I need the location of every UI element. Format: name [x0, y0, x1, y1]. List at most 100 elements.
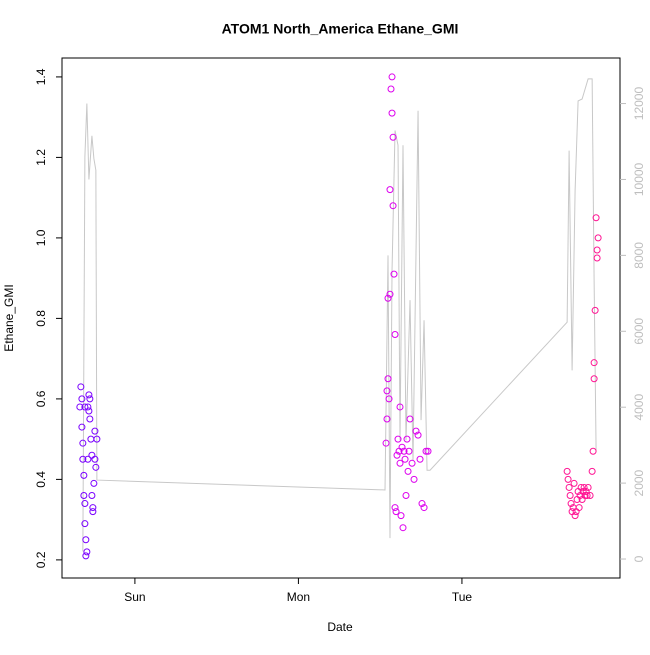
point: [402, 491, 410, 499]
point: [565, 483, 573, 491]
point: [589, 447, 597, 455]
point: [86, 415, 94, 423]
y2-tick-label: 4000: [632, 394, 646, 421]
y-tick-label: 0.8: [34, 310, 48, 327]
point: [91, 455, 99, 463]
point: [570, 479, 578, 487]
point: [90, 479, 98, 487]
y-tick-label: 1.4: [34, 68, 48, 85]
point: [79, 455, 87, 463]
point: [397, 512, 405, 520]
y-tick-label: 1.0: [34, 229, 48, 246]
point: [81, 520, 89, 528]
point: [81, 500, 89, 508]
point: [401, 455, 409, 463]
point: [586, 491, 594, 499]
point: [392, 508, 400, 516]
point: [418, 500, 426, 508]
y-tick-label: 0.6: [34, 390, 48, 407]
point: [82, 536, 90, 544]
y2-tick-label: 8000: [632, 242, 646, 269]
point: [93, 435, 101, 443]
point: [408, 459, 416, 467]
point: [82, 552, 90, 560]
point: [422, 447, 430, 455]
y2-tick-label: 12000: [632, 87, 646, 121]
point: [581, 491, 589, 499]
point: [79, 439, 87, 447]
point: [78, 395, 86, 403]
altitude-line: [82, 78, 597, 552]
point: [398, 443, 406, 451]
y-axis-label: Ethane_GMI: [2, 284, 16, 351]
point: [388, 109, 396, 117]
point: [389, 133, 397, 141]
point: [80, 471, 88, 479]
point: [91, 427, 99, 435]
point: [396, 403, 404, 411]
point: [78, 423, 86, 431]
point: [76, 403, 84, 411]
x-tick-label: Mon: [287, 590, 310, 604]
point: [80, 491, 88, 499]
point: [399, 524, 407, 532]
point: [393, 451, 401, 459]
point: [394, 435, 402, 443]
point: [582, 487, 590, 495]
point: [389, 202, 397, 210]
point: [414, 431, 422, 439]
point: [591, 306, 599, 314]
point: [386, 290, 394, 298]
chart-title: ATOM1 North_America Ethane_GMI: [222, 21, 459, 37]
x-axis-label: Date: [327, 620, 353, 634]
y2-tick-label: 2000: [632, 469, 646, 496]
point: [385, 395, 393, 403]
point: [403, 435, 411, 443]
point: [571, 512, 579, 520]
point: [412, 427, 420, 435]
point: [577, 483, 585, 491]
y-tick-label: 1.2: [34, 149, 48, 166]
point: [383, 387, 391, 395]
point: [584, 483, 592, 491]
point: [590, 375, 598, 383]
point: [405, 447, 413, 455]
y2-tick-label: 6000: [632, 318, 646, 345]
point: [594, 234, 602, 242]
point: [592, 214, 600, 222]
y2-tick-label: 0: [632, 555, 646, 562]
y-tick-label: 0.4: [34, 471, 48, 488]
x-tick-label: Tue: [452, 590, 473, 604]
point: [384, 294, 392, 302]
point: [391, 504, 399, 512]
point: [396, 459, 404, 467]
point: [404, 467, 412, 475]
point: [382, 439, 390, 447]
point: [383, 415, 391, 423]
point: [564, 475, 572, 483]
point: [85, 407, 93, 415]
point: [575, 504, 583, 512]
point: [89, 504, 97, 512]
point: [89, 508, 97, 516]
point: [416, 455, 424, 463]
point: [400, 447, 408, 455]
point: [590, 359, 598, 367]
point: [580, 483, 588, 491]
point: [406, 415, 414, 423]
point: [85, 391, 93, 399]
point: [390, 270, 398, 278]
point: [588, 467, 596, 475]
point: [84, 455, 92, 463]
point: [420, 504, 428, 512]
point: [92, 463, 100, 471]
point: [88, 491, 96, 499]
point: [386, 186, 394, 194]
x-tick-label: Sun: [124, 590, 145, 604]
point: [391, 331, 399, 339]
point: [579, 487, 587, 495]
point: [84, 403, 92, 411]
point: [83, 548, 91, 556]
point: [81, 403, 89, 411]
